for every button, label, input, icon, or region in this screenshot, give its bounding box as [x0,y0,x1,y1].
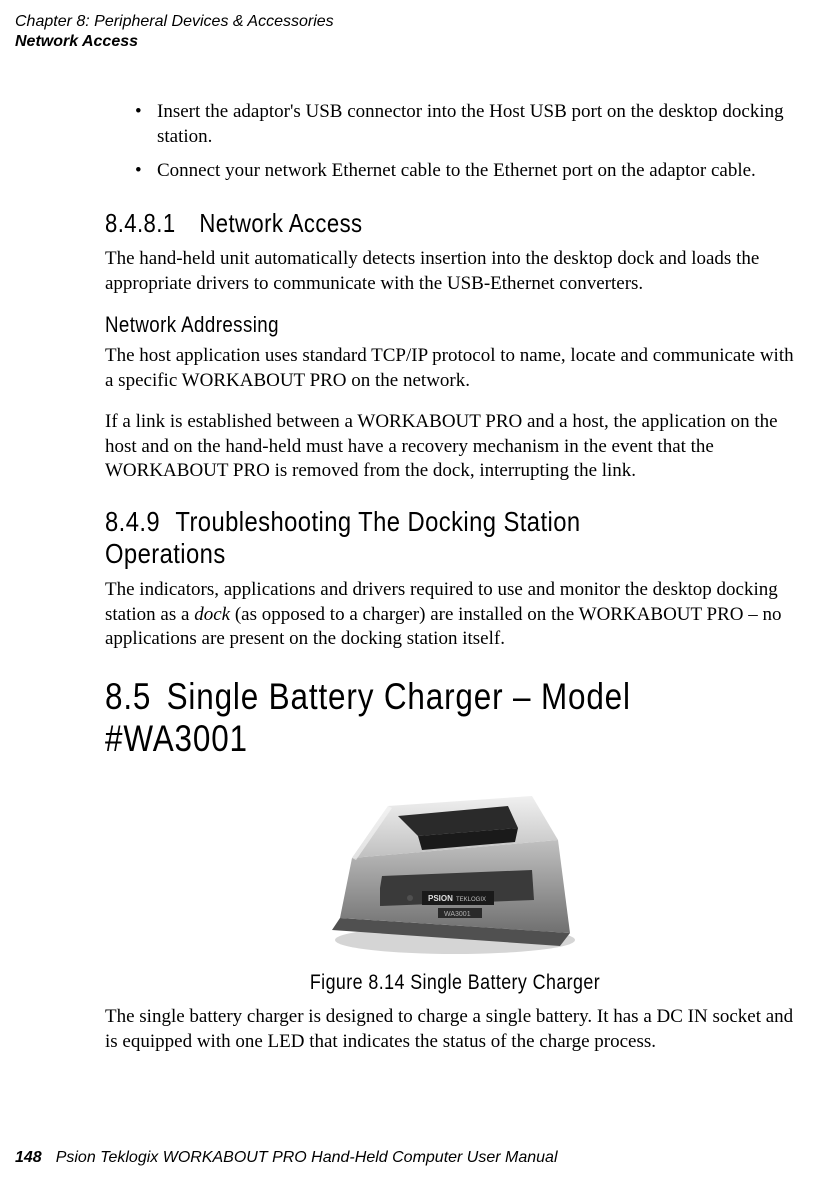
heading-title: Network Access [199,208,362,238]
charger-image: PSION TEKLOGIX WA3001 [310,778,600,958]
body-paragraph: The hand-held unit automatically detects… [105,247,805,296]
charger-sub-brand: TEKLOGIX [456,897,486,903]
main-content: Insert the adaptor's USB connector into … [105,100,805,1070]
text-italic: dock [194,604,230,625]
body-paragraph: If a link is established between a WORKA… [105,410,805,484]
heading-number: 8.4.9 [105,506,160,537]
heading-title: Single Battery Charger – Model #WA3001 [105,676,631,759]
charger-brand: PSION [428,894,453,903]
body-paragraph: The indicators, applications and drivers… [105,578,805,652]
heading-8-4-9: 8.4.9Troubleshooting The Docking Station… [105,506,700,570]
heading-8-4-8-1: 8.4.8.1 Network Access [105,208,700,239]
heading-number: 8.5 [105,676,151,717]
bullet-list: Insert the adaptor's USB connector into … [105,100,805,184]
body-paragraph: The single battery charger is designed t… [105,1005,805,1054]
page-header: Chapter 8: Peripheral Devices & Accessor… [15,12,334,52]
heading-number: 8.4.8.1 [105,208,176,238]
figure-container: PSION TEKLOGIX WA3001 [105,778,805,963]
charger-model: WA3001 [444,911,471,918]
heading-network-addressing: Network Addressing [105,312,700,338]
figure-caption: Figure 8.14 Single Battery Charger [158,971,753,995]
bullet-item: Connect your network Ethernet cable to t… [105,159,805,184]
footer-text: Psion Teklogix WORKABOUT PRO Hand-Held C… [56,1149,558,1166]
page-footer: 148 Psion Teklogix WORKABOUT PRO Hand-Hel… [15,1149,558,1167]
body-paragraph: The host application uses standard TCP/I… [105,344,805,393]
heading-8-5: 8.5Single Battery Charger – Model #WA300… [105,676,700,760]
page-number: 148 [15,1149,42,1166]
chapter-line: Chapter 8: Peripheral Devices & Accessor… [15,12,334,32]
section-line: Network Access [15,32,334,52]
bullet-item: Insert the adaptor's USB connector into … [105,100,805,149]
heading-title: Troubleshooting The Docking Station Oper… [105,506,581,569]
